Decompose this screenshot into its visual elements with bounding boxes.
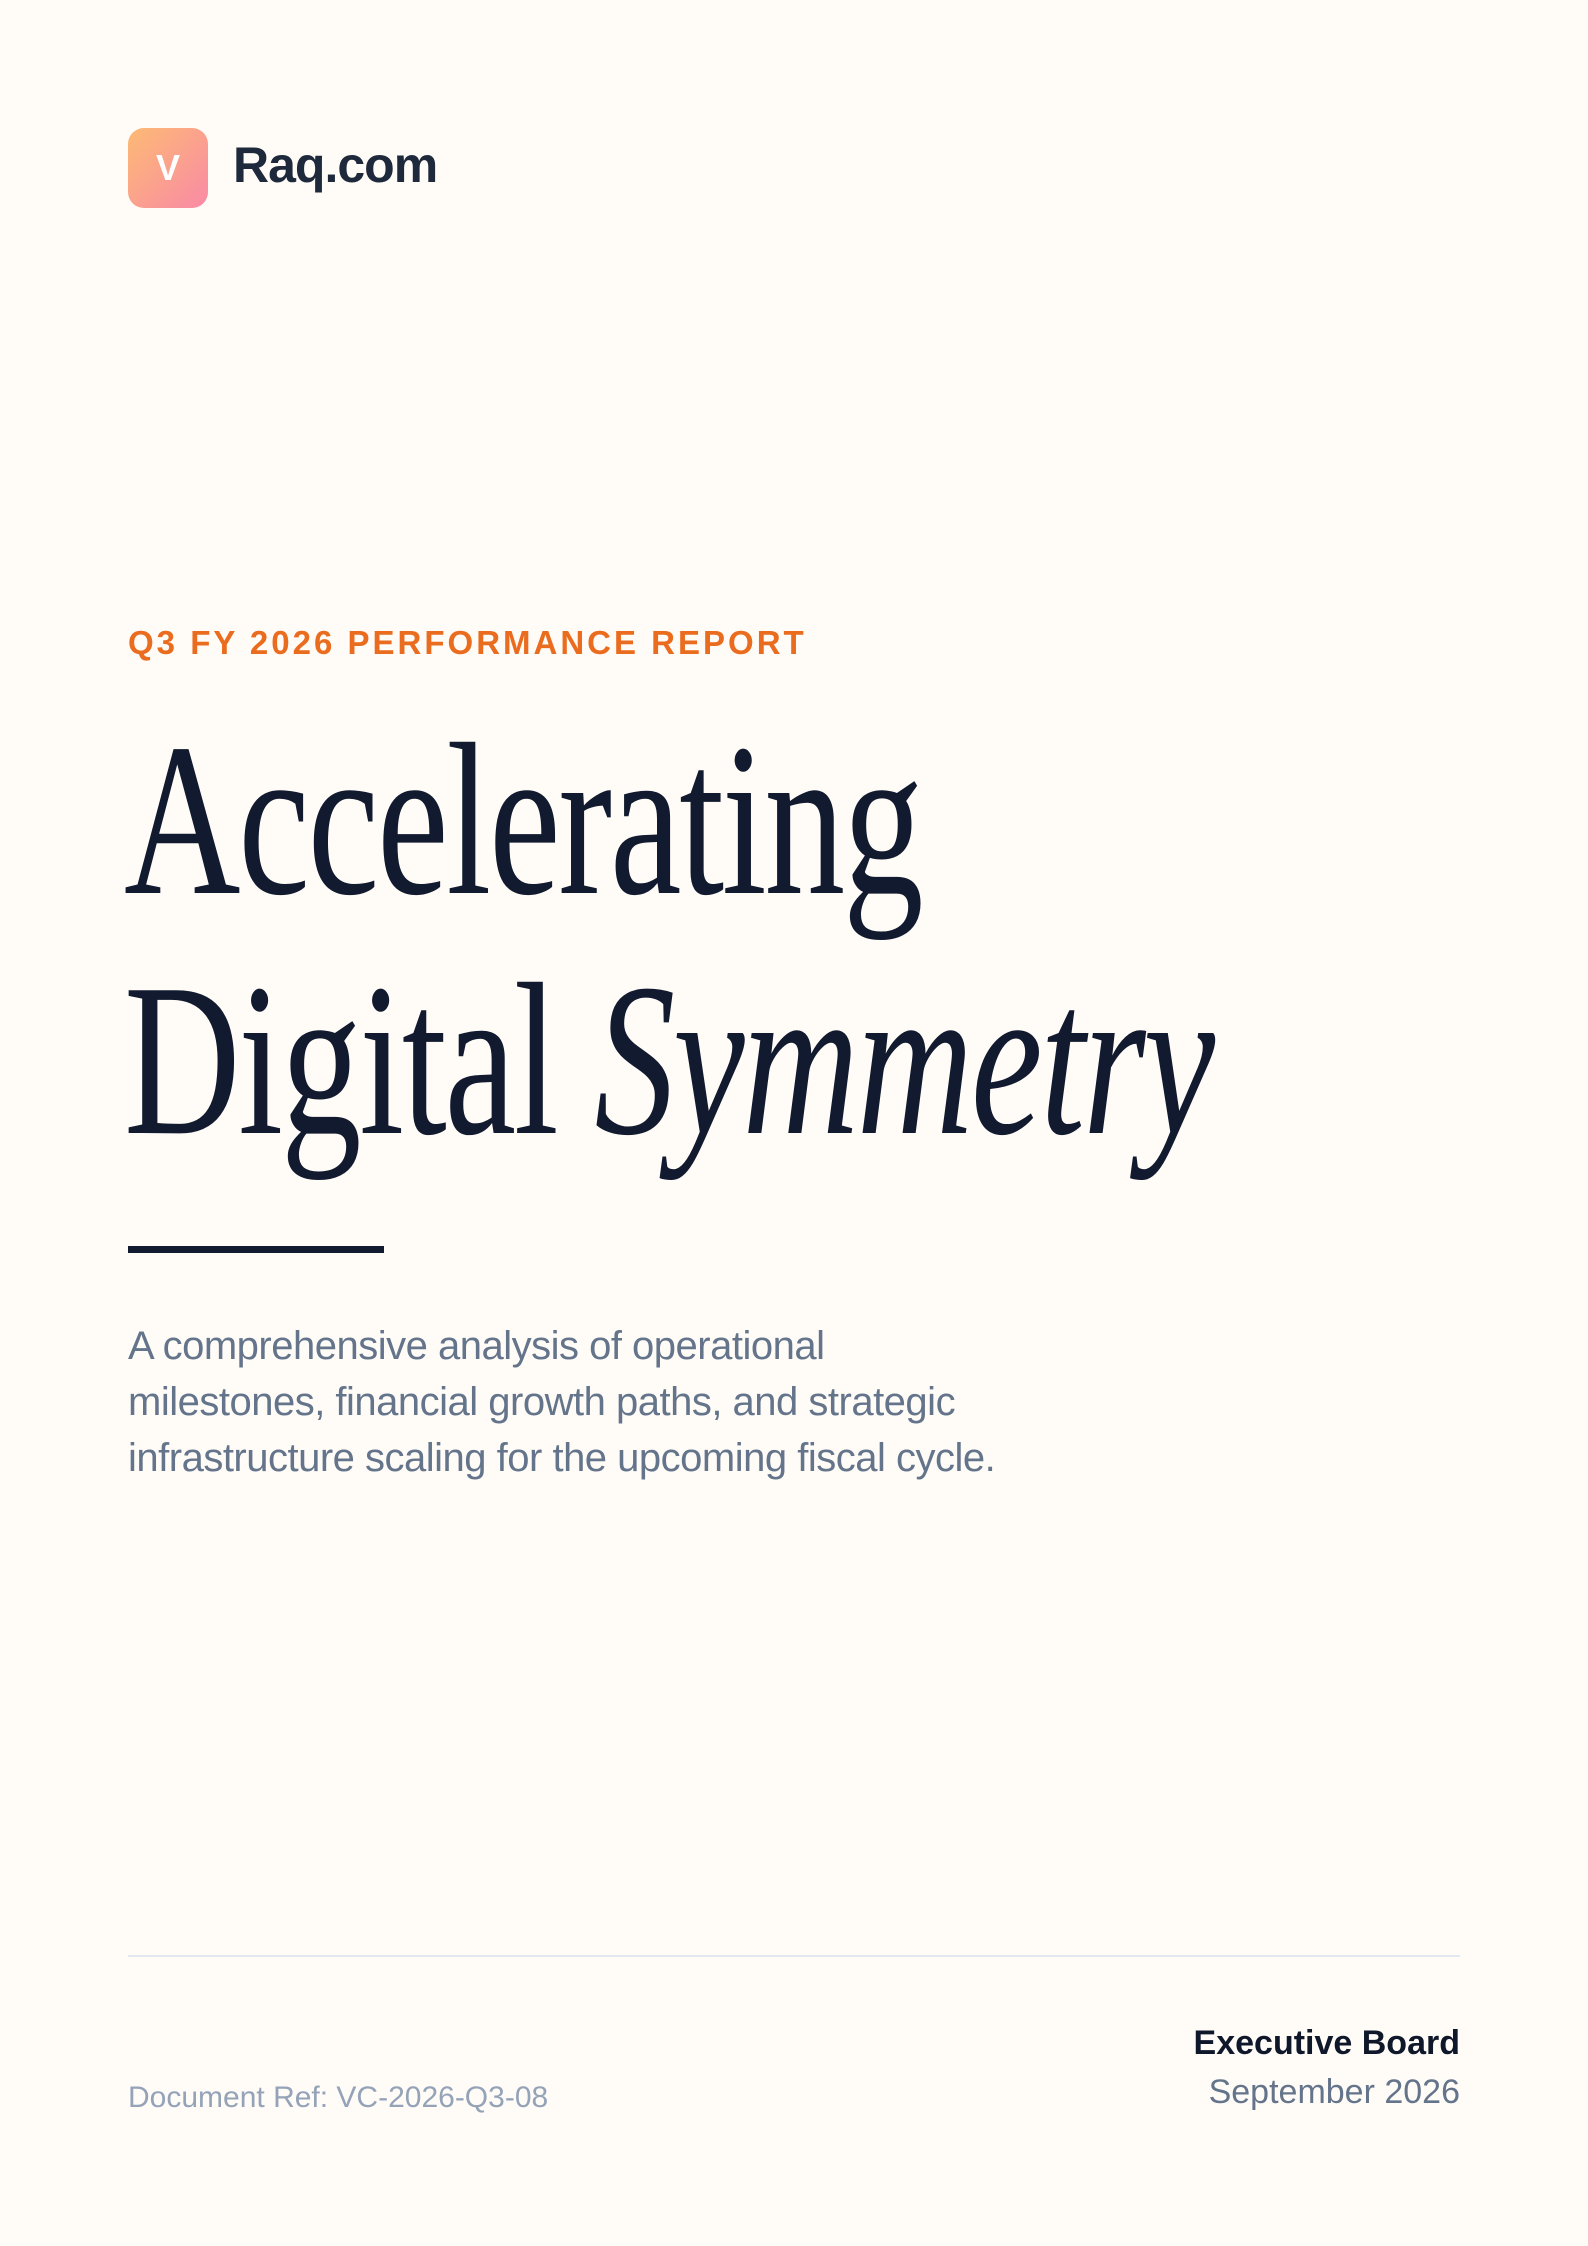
brand-name: Raq.com xyxy=(233,137,438,193)
title-italic: Symmetry xyxy=(594,940,1216,1181)
report-kicker: Q3 FY 2026 PERFORMANCE REPORT xyxy=(128,624,807,661)
title-regular: Digital xyxy=(124,940,559,1181)
document-ref: Document Ref: VC-2026-Q3-08 xyxy=(128,2081,549,2114)
footer-divider xyxy=(128,1955,1460,1957)
report-date: September 2026 xyxy=(1208,2073,1460,2111)
title-rule xyxy=(128,1246,384,1253)
title-line-2: Digital Symmetry xyxy=(124,952,1215,1170)
audience: Executive Board xyxy=(1193,2024,1460,2062)
title-line-1: Accelerating xyxy=(124,700,924,941)
logo-badge: V xyxy=(128,128,208,208)
subtitle: A comprehensive analysis of operational … xyxy=(128,1324,996,1480)
logo-letter: V xyxy=(155,147,180,188)
